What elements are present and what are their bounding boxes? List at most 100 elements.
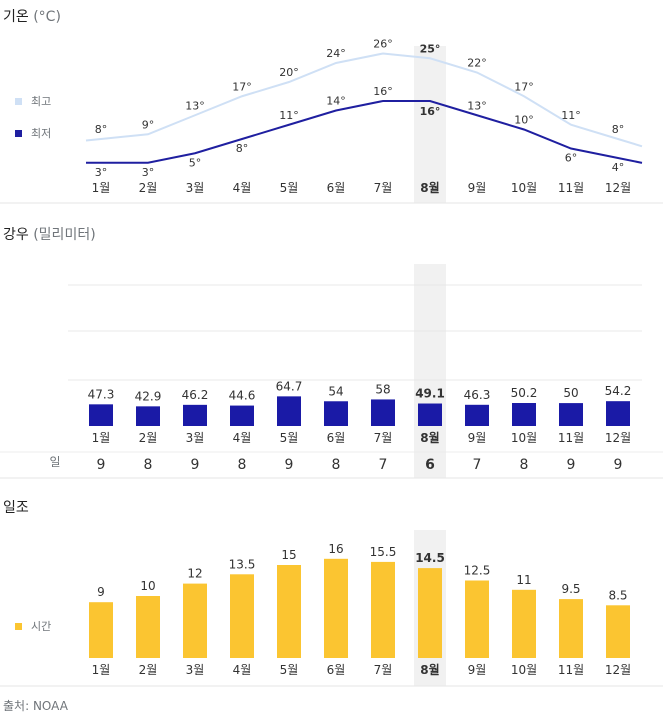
sunshine-bar bbox=[89, 602, 113, 658]
temperature-month-label: 11월 bbox=[558, 181, 584, 195]
low-temperature-label: 10° bbox=[514, 114, 534, 127]
temperature-month-label: 7월 bbox=[374, 181, 393, 195]
source-text: 출처: NOAA bbox=[3, 699, 68, 713]
low-temperature-label: 5° bbox=[189, 156, 202, 169]
rainfall-value-label: 44.6 bbox=[229, 389, 256, 403]
sunshine-month-label: 10월 bbox=[511, 663, 537, 677]
low-temperature-label: 13° bbox=[467, 99, 487, 112]
rainfall-bar bbox=[606, 401, 630, 426]
rain-days-value: 9 bbox=[97, 457, 106, 473]
rainfall-month-label: 6월 bbox=[327, 431, 346, 445]
legend-sunshine-label: 시간 bbox=[31, 620, 51, 633]
rainfall-unit: (밀리미터) bbox=[33, 227, 96, 243]
sunshine-value-label: 9 bbox=[97, 585, 105, 599]
rainfall-value-label: 47.3 bbox=[88, 387, 115, 401]
rainfall-value-label: 46.3 bbox=[464, 388, 491, 402]
rain-days-value: 8 bbox=[144, 457, 153, 473]
sunshine-value-label: 14.5 bbox=[415, 551, 445, 565]
rainfall-bar bbox=[512, 403, 536, 426]
rainfall-bar bbox=[183, 404, 207, 426]
temperature-month-label: 2월 bbox=[139, 181, 158, 195]
sunshine-month-label: 5월 bbox=[280, 663, 299, 677]
temperature-month-label: 1월 bbox=[92, 181, 111, 195]
sunshine-month-label: 2월 bbox=[139, 663, 158, 677]
sunshine-bar bbox=[465, 580, 489, 658]
rain-days-value: 7 bbox=[473, 457, 482, 473]
sunshine-value-label: 13.5 bbox=[229, 557, 256, 571]
rainfall-value-label: 50 bbox=[563, 386, 578, 400]
rainfall-month-label: 8월 bbox=[420, 430, 439, 445]
rain-days-value: 8 bbox=[332, 457, 341, 473]
sunshine-value-label: 12 bbox=[187, 567, 202, 581]
high-temperature-label: 9° bbox=[142, 118, 155, 131]
rainfall-bar bbox=[230, 405, 254, 426]
rainfall-bar bbox=[418, 403, 442, 426]
rainfall-value-label: 42.9 bbox=[135, 389, 162, 403]
rain-days-value: 9 bbox=[285, 457, 294, 473]
sunshine-value-label: 15.5 bbox=[370, 545, 397, 559]
sunshine-value-label: 16 bbox=[328, 542, 343, 556]
low-temperature-line bbox=[86, 100, 643, 164]
sunshine-bar bbox=[183, 583, 207, 658]
sunshine-bar bbox=[606, 605, 630, 658]
sunshine-value-label: 8.5 bbox=[608, 588, 627, 602]
low-temperature-label: 16° bbox=[373, 85, 393, 98]
sunshine-bar bbox=[559, 599, 583, 658]
sunshine-bar bbox=[371, 561, 395, 658]
sunshine-title: 일조 bbox=[3, 497, 29, 517]
legend-high-label: 최고 bbox=[31, 95, 51, 108]
rainfall-bar bbox=[277, 396, 301, 426]
rainfall-bar bbox=[136, 406, 160, 426]
temperature-month-label: 4월 bbox=[233, 181, 252, 195]
rainfall-title: 강우 (밀리미터) bbox=[3, 224, 96, 244]
rain-days-value: 9 bbox=[614, 457, 623, 473]
legend-sunshine-swatch bbox=[15, 623, 22, 630]
rainfall-month-label: 2월 bbox=[139, 431, 158, 445]
sunshine-bar bbox=[277, 565, 301, 658]
low-temperature-label: 11° bbox=[279, 109, 299, 122]
temperature-unit: (°C) bbox=[33, 9, 61, 25]
sunshine-month-label: 11월 bbox=[558, 663, 584, 677]
temperature-month-label: 10월 bbox=[511, 181, 537, 195]
sunshine-bar bbox=[512, 589, 536, 658]
sunshine-bar bbox=[324, 558, 348, 658]
rainfall-month-label: 1월 bbox=[92, 431, 111, 445]
sunshine-value-label: 9.5 bbox=[561, 582, 580, 596]
rain-days-value: 8 bbox=[238, 457, 247, 473]
sunshine-month-label: 12월 bbox=[605, 663, 631, 677]
rain-days-value: 9 bbox=[567, 457, 576, 473]
low-temperature-label: 8° bbox=[236, 142, 249, 155]
temperature-title: 기온 (°C) bbox=[3, 6, 61, 26]
rainfall-value-label: 58 bbox=[375, 382, 390, 396]
rainfall-value-label: 64.7 bbox=[276, 379, 303, 393]
temperature-month-label: 6월 bbox=[327, 181, 346, 195]
highlight-column-temperature bbox=[414, 46, 446, 203]
rainfall-month-label: 5월 bbox=[280, 431, 299, 445]
high-temperature-label: 25° bbox=[420, 42, 441, 55]
high-temperature-label: 11° bbox=[561, 109, 581, 122]
rainfall-bar bbox=[559, 403, 583, 426]
high-temperature-label: 17° bbox=[514, 80, 534, 93]
temperature-month-label: 3월 bbox=[186, 181, 205, 195]
rainfall-title-text: 강우 bbox=[3, 227, 29, 243]
rain-days-value: 7 bbox=[379, 457, 388, 473]
rainfall-month-label: 3월 bbox=[186, 431, 205, 445]
rainfall-month-label: 10월 bbox=[511, 431, 537, 445]
high-temperature-label: 17° bbox=[232, 80, 252, 93]
rain-days-value: 6 bbox=[425, 457, 435, 473]
sunshine-month-label: 9월 bbox=[468, 663, 487, 677]
rainfall-month-label: 7월 bbox=[374, 431, 393, 445]
rainfall-value-label: 54.2 bbox=[605, 384, 632, 398]
rainfall-month-label: 11월 bbox=[558, 431, 584, 445]
high-temperature-label: 8° bbox=[95, 123, 108, 136]
low-temperature-label: 16° bbox=[420, 105, 441, 118]
sunshine-month-label: 6월 bbox=[327, 663, 346, 677]
rainfall-bar bbox=[371, 399, 395, 426]
high-temperature-label: 22° bbox=[467, 57, 487, 70]
low-temperature-label: 3° bbox=[95, 166, 108, 179]
sunshine-bar bbox=[418, 568, 442, 658]
sunshine-value-label: 11 bbox=[516, 573, 531, 587]
sunshine-value-label: 15 bbox=[281, 548, 296, 562]
low-temperature-label: 3° bbox=[142, 166, 155, 179]
rainfall-bar bbox=[465, 404, 489, 426]
